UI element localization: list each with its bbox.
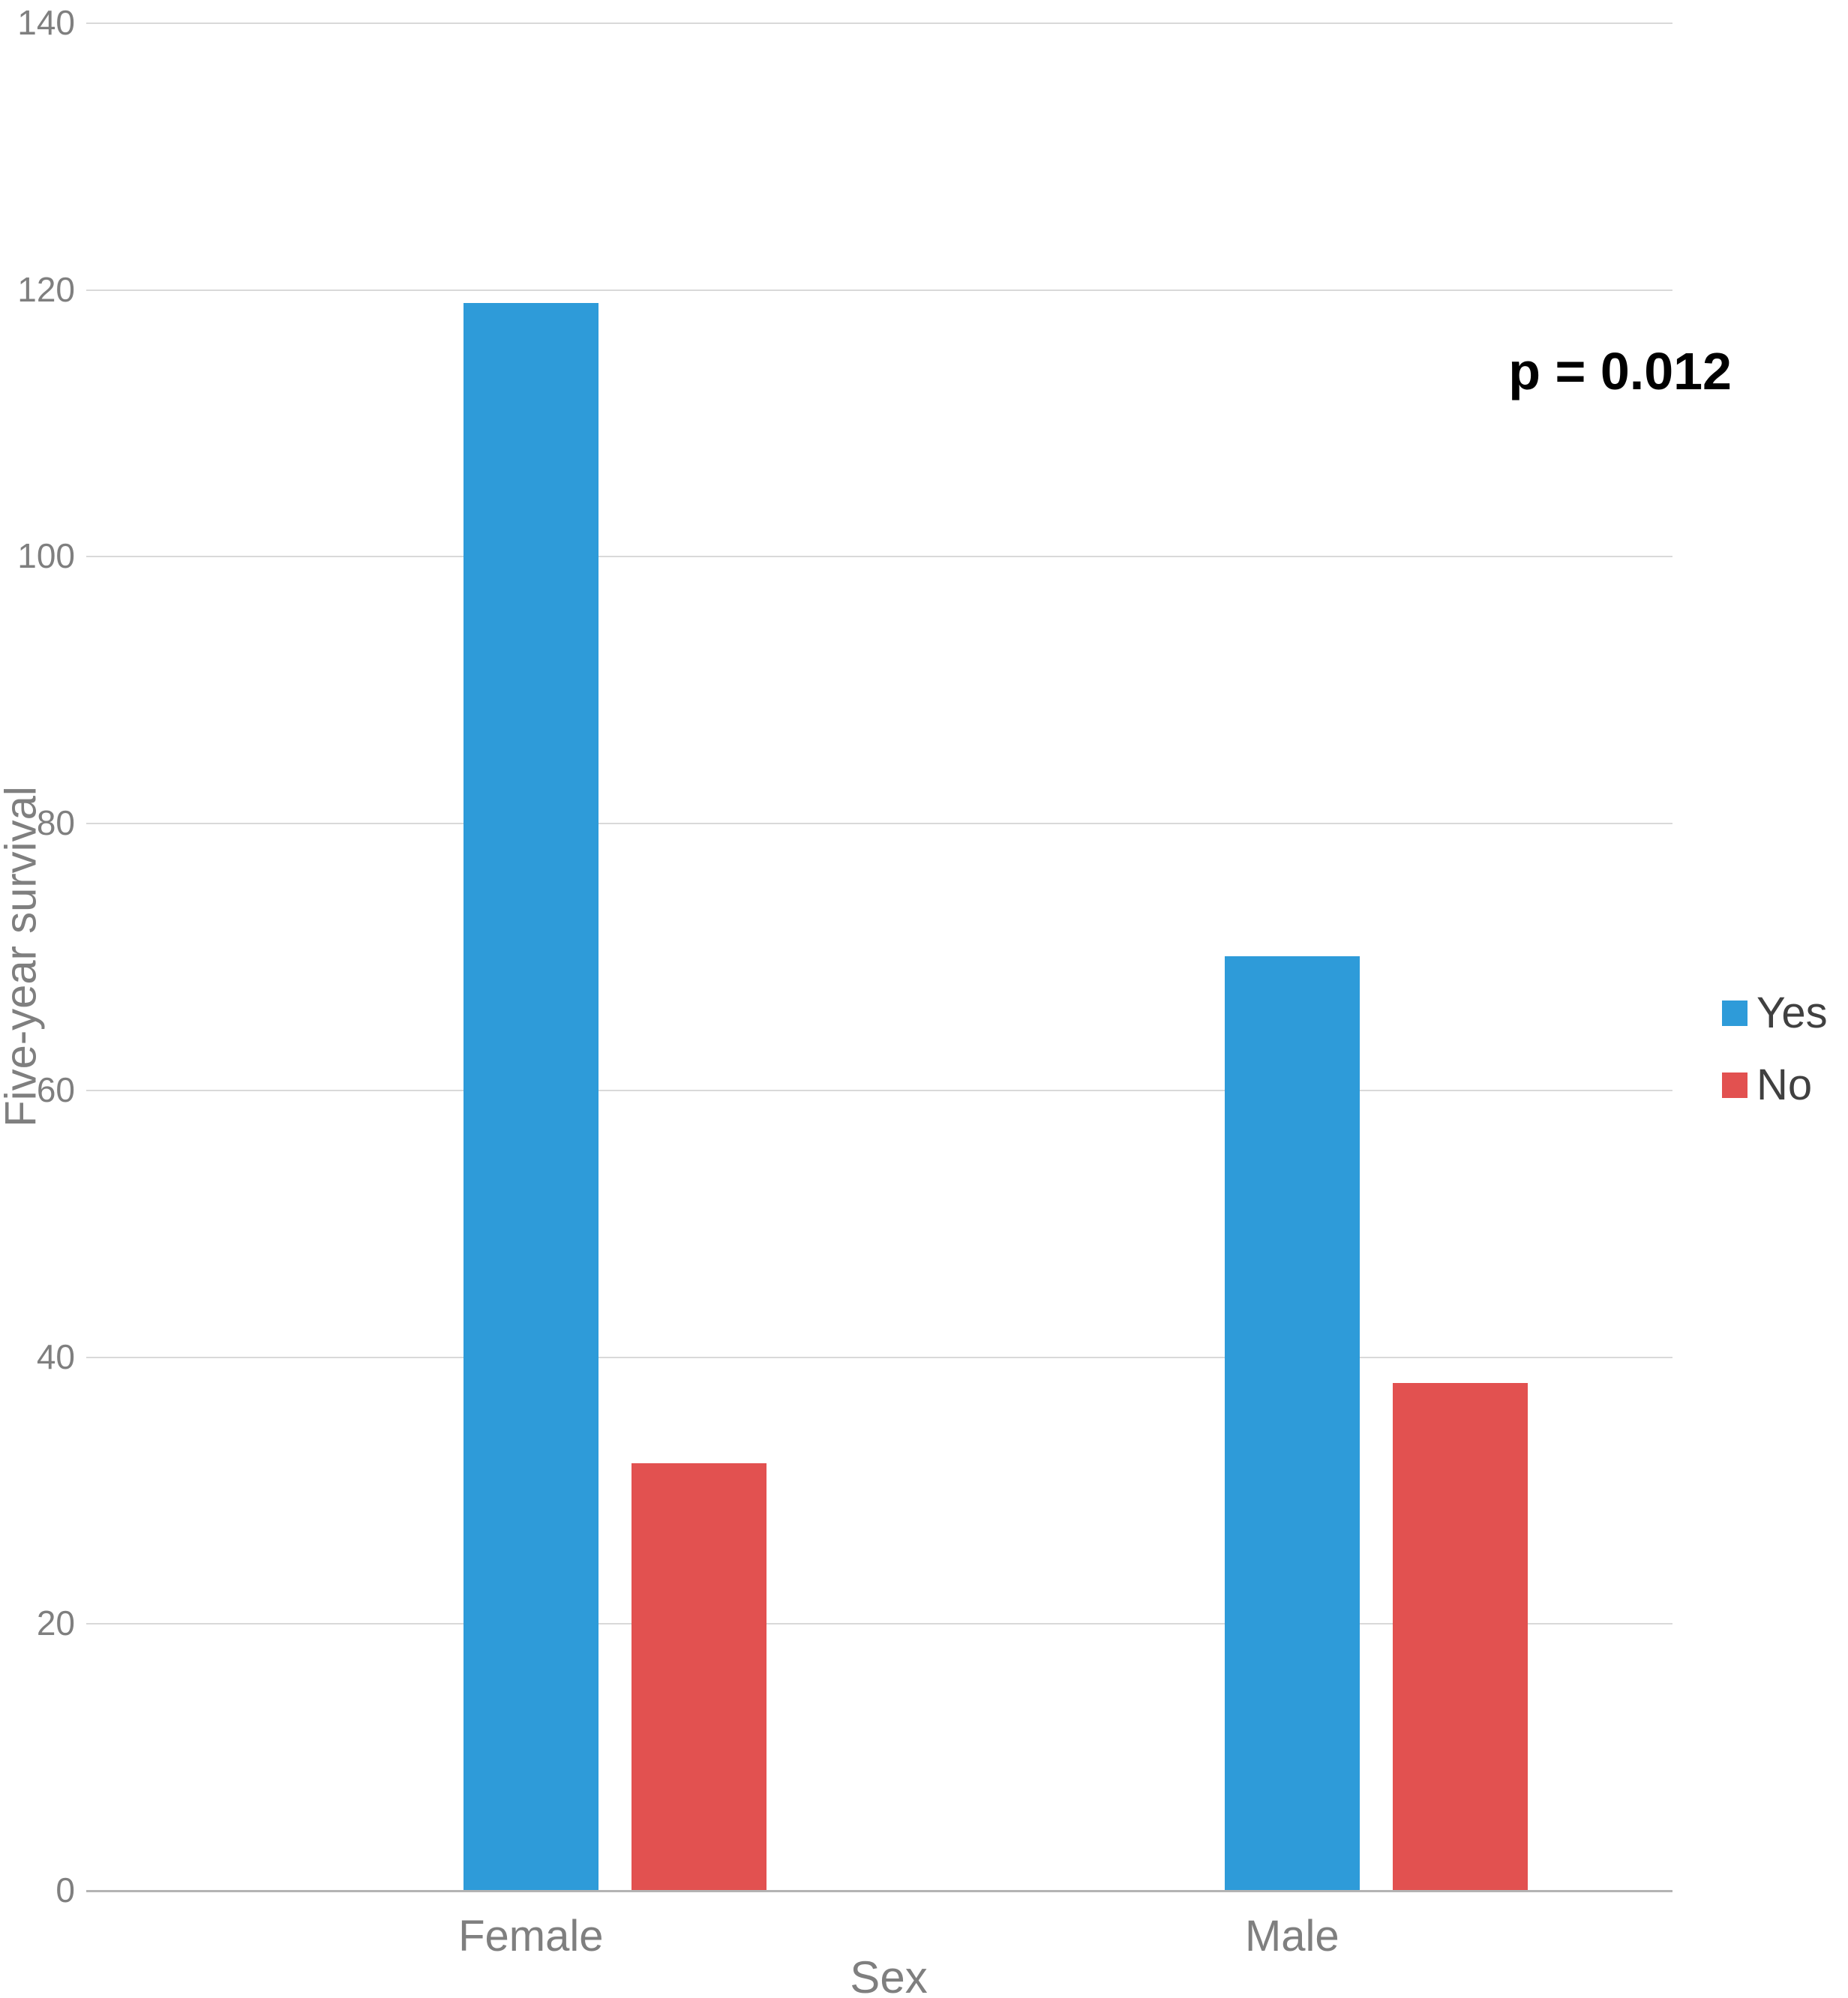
x-category-label-male: Male bbox=[1244, 1912, 1340, 1960]
plot-area bbox=[86, 22, 1672, 1892]
y-tick-label: 80 bbox=[36, 803, 75, 843]
legend-swatch-no bbox=[1722, 1072, 1748, 1098]
y-tick-label: 60 bbox=[36, 1070, 75, 1109]
gridline bbox=[86, 823, 1672, 825]
x-category-label-female: Female bbox=[458, 1912, 604, 1960]
legend: Yes No bbox=[1722, 992, 1828, 1107]
bar-female-no bbox=[632, 1462, 766, 1890]
legend-label-no: No bbox=[1756, 1060, 1813, 1109]
y-tick-label: 0 bbox=[56, 1870, 75, 1910]
bar-male-yes bbox=[1224, 956, 1360, 1890]
bar-female-yes bbox=[463, 302, 598, 1890]
legend-label-yes: Yes bbox=[1756, 988, 1828, 1037]
x-axis-title: Sex bbox=[850, 1952, 928, 1998]
y-tick-label: 40 bbox=[36, 1336, 75, 1376]
bar-male-no bbox=[1393, 1383, 1528, 1890]
y-tick-label: 120 bbox=[17, 269, 75, 309]
legend-swatch-yes bbox=[1722, 1000, 1748, 1026]
gridline bbox=[86, 1089, 1672, 1091]
gridline bbox=[86, 1356, 1672, 1358]
gridline bbox=[86, 1623, 1672, 1625]
legend-item-yes: Yes bbox=[1722, 992, 1828, 1035]
p-value-annotation: p = 0.012 bbox=[1508, 342, 1732, 400]
y-tick-label: 140 bbox=[17, 3, 75, 42]
gridline bbox=[86, 22, 1672, 24]
y-tick-label: 20 bbox=[36, 1604, 75, 1643]
gridline bbox=[86, 289, 1672, 291]
gridline bbox=[86, 556, 1672, 558]
x-axis-line bbox=[86, 1890, 1672, 1892]
y-tick-label: 100 bbox=[17, 536, 75, 576]
legend-item-no: No bbox=[1722, 1064, 1828, 1107]
